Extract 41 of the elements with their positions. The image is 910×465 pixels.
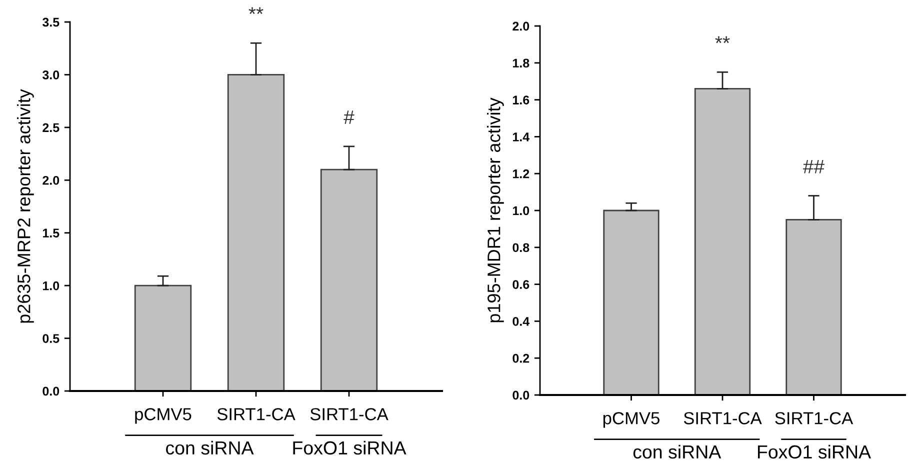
annotation: **	[715, 36, 730, 44]
bar	[134, 284, 192, 391]
y-tick-label: 0.5	[42, 334, 60, 343]
x-tick-label: pCMV5	[603, 412, 660, 428]
y-tick-label: 1.6	[512, 96, 530, 104]
x-tick-label: SIRT1-CA	[775, 412, 854, 424]
y-tick-label: 1.4	[512, 132, 530, 142]
y-tick-label: 0.0	[512, 390, 530, 400]
text: con siRNA	[633, 444, 722, 459]
y-tick-label: 1.2	[512, 169, 530, 178]
text: **	[248, 7, 264, 14]
y-axis-title: p2635-MRP2 reporter activity	[17, 89, 34, 323]
y-tick-label: 1.5	[42, 228, 60, 238]
bar	[603, 210, 660, 395]
y-tick-label: 0.6	[512, 280, 530, 289]
y-tick-label: 2.0	[42, 176, 60, 185]
x-tick-label: pCMV5	[135, 408, 192, 424]
x-tick-label: SIRT1-CA	[684, 412, 762, 424]
y-tick-label: 3.5	[42, 18, 60, 27]
bar	[694, 88, 751, 395]
y-tick-label: 1.0	[42, 281, 60, 290]
y-tick-label: 0.8	[512, 243, 530, 252]
y-tick-label: 2.5	[42, 123, 60, 132]
x-tick-label: SIRT1-CA	[217, 408, 296, 420]
text: FoxO1 siRNA	[758, 444, 872, 459]
y-tick-label: 3.0	[42, 70, 60, 80]
y-tick-label: 2.0	[512, 22, 530, 31]
text: con siRNA	[166, 440, 254, 455]
bar	[227, 74, 285, 391]
y-tick-label: 0.0	[42, 386, 60, 396]
y-tick-label: 1.8	[512, 58, 530, 68]
y-axis-title: p195-MDR1 reporter activity	[487, 98, 504, 322]
y-tick-label: 0.4	[512, 317, 530, 326]
x-tick-label: SIRT1-CA	[310, 408, 388, 420]
text: FoxO1 siRNA	[293, 440, 406, 455]
bar	[786, 219, 842, 395]
y-tick-label: 0.2	[512, 354, 530, 363]
y-tick-label: 1.0	[512, 206, 530, 216]
bar	[320, 168, 378, 391]
annotation: ##	[803, 160, 824, 174]
annotation: #	[344, 110, 354, 124]
